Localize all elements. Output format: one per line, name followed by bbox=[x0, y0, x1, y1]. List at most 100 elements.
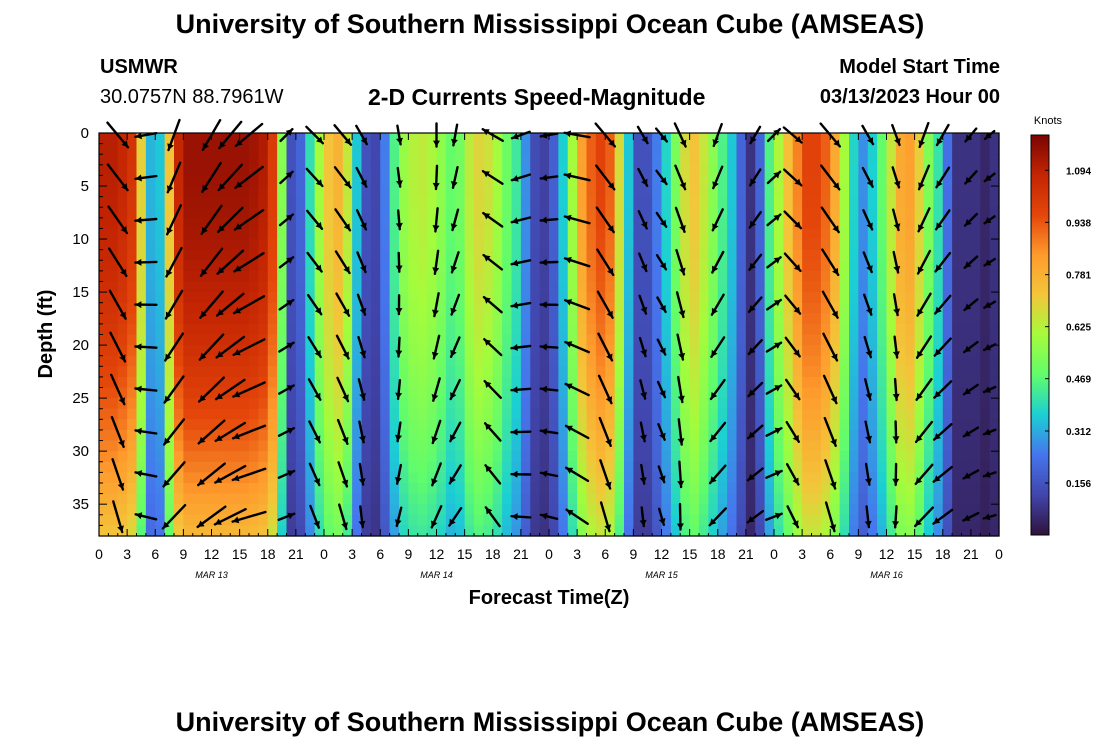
current-arrow bbox=[746, 467, 764, 482]
current-arrow bbox=[982, 513, 997, 521]
heatmap-cell bbox=[258, 164, 269, 177]
heatmap-cell bbox=[333, 186, 344, 198]
heatmap-cell bbox=[239, 419, 250, 431]
heatmap-cell bbox=[605, 408, 616, 420]
heatmap-cell bbox=[867, 504, 878, 516]
heatmap-cell bbox=[699, 398, 709, 410]
heatmap-cell bbox=[736, 440, 747, 452]
heatmap-cell bbox=[183, 525, 194, 537]
heatmap-cell bbox=[464, 239, 475, 251]
heatmap-cell bbox=[417, 493, 428, 505]
heatmap-cell bbox=[764, 482, 775, 495]
heatmap-cell bbox=[108, 260, 119, 272]
heatmap-cell bbox=[145, 387, 156, 399]
heatmap-cell bbox=[127, 154, 138, 166]
heatmap-cell bbox=[427, 525, 438, 537]
heatmap-cell bbox=[249, 387, 259, 399]
heatmap-cell bbox=[155, 504, 166, 516]
heatmap-cell bbox=[717, 154, 728, 166]
heatmap-cell bbox=[942, 398, 953, 410]
heatmap-cell bbox=[155, 175, 166, 187]
heatmap-cell bbox=[558, 281, 569, 293]
heatmap-cell bbox=[239, 143, 250, 155]
heatmap-cell bbox=[727, 239, 738, 251]
heatmap-cell bbox=[549, 461, 559, 473]
heatmap-cell bbox=[839, 164, 850, 177]
heatmap-cell bbox=[961, 493, 972, 505]
heatmap-cell bbox=[305, 281, 316, 293]
heatmap-cell bbox=[933, 143, 944, 155]
heatmap-cell bbox=[886, 451, 897, 463]
heatmap-cell bbox=[267, 419, 278, 431]
heatmap-cell bbox=[427, 461, 438, 473]
heatmap-cell bbox=[652, 323, 663, 336]
heatmap-cell bbox=[689, 281, 700, 293]
heatmap-cell bbox=[370, 451, 381, 463]
heatmap-cell bbox=[933, 366, 944, 378]
heatmap-cell bbox=[914, 345, 925, 357]
heatmap-cell bbox=[117, 292, 128, 304]
heatmap-cell bbox=[342, 154, 353, 166]
heatmap-cell bbox=[455, 408, 466, 420]
heatmap-cell bbox=[417, 313, 428, 325]
heatmap-cell bbox=[258, 419, 269, 431]
heatmap-cell bbox=[295, 249, 306, 261]
heatmap-cell bbox=[136, 345, 147, 357]
heatmap-cell bbox=[670, 249, 681, 261]
heatmap-cell bbox=[942, 493, 953, 505]
heatmap-cell bbox=[652, 440, 663, 452]
heatmap-cell bbox=[820, 175, 831, 187]
heatmap-cell bbox=[689, 493, 700, 505]
heatmap-cell bbox=[642, 461, 653, 473]
heatmap-cell bbox=[914, 249, 925, 261]
heatmap-cell bbox=[464, 419, 475, 431]
heatmap-cell bbox=[764, 504, 775, 516]
heatmap-cell bbox=[417, 355, 428, 367]
heatmap-cell bbox=[464, 133, 475, 145]
heatmap-cell bbox=[642, 154, 653, 166]
heatmap-cell bbox=[624, 186, 634, 198]
heatmap-cell bbox=[877, 175, 888, 187]
heatmap-cell bbox=[417, 482, 428, 495]
heatmap-cell bbox=[155, 355, 166, 367]
current-arrow bbox=[481, 169, 504, 185]
heatmap-cell bbox=[427, 504, 438, 516]
current-arrow bbox=[106, 163, 129, 192]
heatmap-cell bbox=[399, 133, 409, 145]
heatmap-cell bbox=[192, 196, 203, 208]
heatmap-cell bbox=[502, 440, 513, 452]
heatmap-cell bbox=[361, 408, 372, 420]
heatmap-cell bbox=[455, 292, 466, 304]
current-arrow bbox=[539, 216, 559, 224]
current-arrow bbox=[636, 125, 649, 145]
current-arrow bbox=[891, 123, 901, 147]
heatmap-cell bbox=[314, 270, 325, 283]
current-arrow bbox=[917, 207, 931, 233]
heatmap-cell bbox=[933, 281, 944, 293]
heatmap-cell bbox=[239, 164, 250, 177]
heatmap-cell bbox=[595, 398, 606, 410]
current-arrow bbox=[676, 333, 686, 361]
heatmap-cell bbox=[755, 228, 766, 240]
current-arrow bbox=[638, 336, 648, 358]
heatmap-cell bbox=[474, 133, 484, 145]
heatmap-cell bbox=[155, 429, 166, 442]
heatmap-cell bbox=[886, 419, 897, 431]
heatmap-cell bbox=[502, 270, 513, 283]
heatmap-cell bbox=[417, 345, 428, 357]
heatmap-cell bbox=[361, 207, 372, 219]
heatmap-cell bbox=[802, 323, 813, 336]
heatmap-cell bbox=[183, 472, 194, 484]
heatmap-cell bbox=[342, 302, 353, 314]
heatmap-cell bbox=[211, 376, 222, 389]
heatmap-cell bbox=[933, 334, 944, 346]
heatmap-cell bbox=[136, 504, 147, 516]
current-arrow bbox=[161, 504, 187, 530]
heatmap-cell bbox=[211, 408, 222, 420]
heatmap-cell bbox=[211, 387, 222, 399]
heatmap-cell bbox=[820, 186, 831, 198]
heatmap-cell bbox=[99, 482, 109, 495]
heatmap-cell bbox=[727, 292, 738, 304]
heatmap-cell bbox=[342, 228, 353, 240]
heatmap-cell bbox=[399, 323, 409, 336]
